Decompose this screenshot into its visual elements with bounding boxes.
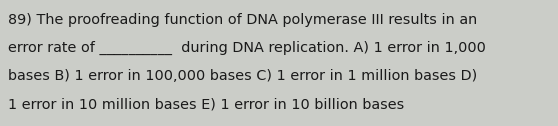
Text: 89) The proofreading function of DNA polymerase III results in an: 89) The proofreading function of DNA pol… [8,13,478,27]
Text: error rate of __________  during DNA replication. A) 1 error in 1,000: error rate of __________ during DNA repl… [8,41,486,55]
Text: bases B) 1 error in 100,000 bases C) 1 error in 1 million bases D): bases B) 1 error in 100,000 bases C) 1 e… [8,69,478,83]
Text: 1 error in 10 million bases E) 1 error in 10 billion bases: 1 error in 10 million bases E) 1 error i… [8,98,405,112]
